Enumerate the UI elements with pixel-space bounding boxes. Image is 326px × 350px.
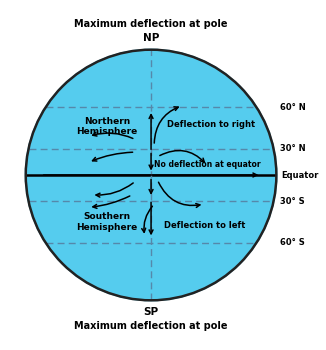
Text: 30° N: 30° N (280, 145, 306, 154)
FancyArrowPatch shape (142, 206, 152, 232)
FancyArrowPatch shape (96, 183, 133, 197)
FancyArrowPatch shape (158, 182, 200, 208)
FancyArrowPatch shape (93, 132, 133, 139)
Text: Southern
Hemisphere: Southern Hemisphere (77, 212, 138, 232)
FancyArrowPatch shape (149, 179, 153, 194)
Circle shape (26, 50, 276, 300)
Text: 60° N: 60° N (280, 103, 306, 112)
Text: Deflection to right: Deflection to right (167, 120, 255, 130)
Text: No deflection at equator: No deflection at equator (154, 160, 261, 169)
FancyArrowPatch shape (149, 153, 153, 169)
Text: NP: NP (143, 33, 159, 43)
FancyArrowPatch shape (154, 107, 178, 143)
FancyArrowPatch shape (149, 202, 153, 234)
FancyArrowPatch shape (149, 115, 153, 149)
Text: 60° S: 60° S (280, 238, 305, 247)
Text: Maximum deflection at pole: Maximum deflection at pole (74, 19, 228, 29)
FancyArrowPatch shape (93, 196, 130, 208)
Text: Northern
Hemisphere: Northern Hemisphere (77, 117, 138, 136)
Text: Maximum deflection at pole: Maximum deflection at pole (74, 321, 228, 331)
FancyArrowPatch shape (93, 152, 133, 161)
Text: 30° S: 30° S (280, 196, 305, 205)
FancyArrowPatch shape (160, 150, 204, 162)
Text: Deflection to left: Deflection to left (164, 220, 245, 230)
Text: Equator: Equator (282, 170, 319, 180)
FancyArrowPatch shape (44, 173, 257, 177)
Text: SP: SP (143, 307, 159, 317)
